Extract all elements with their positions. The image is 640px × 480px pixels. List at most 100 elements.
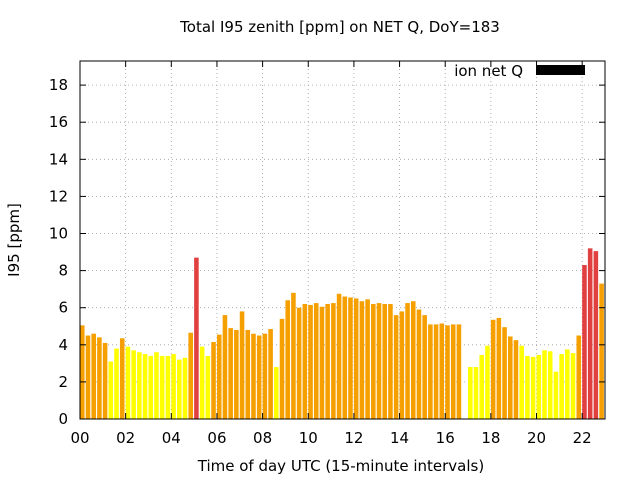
bar <box>365 299 370 419</box>
y-tick-label: 0 <box>58 410 68 428</box>
bar <box>376 303 382 419</box>
bar <box>274 367 279 419</box>
y-tick-label: 16 <box>49 113 68 131</box>
bar <box>399 311 405 419</box>
y-tick-labels: 0 2 4 6 8 10 12 14 16 18 <box>49 76 68 428</box>
bar <box>536 355 542 419</box>
x-tick-label: 20 <box>527 429 546 447</box>
bar <box>171 354 176 419</box>
bar <box>582 265 587 419</box>
bar <box>285 300 290 419</box>
bar <box>325 303 330 419</box>
y-axis-label: I95 [ppm] <box>5 203 23 277</box>
bar <box>336 293 342 419</box>
bar <box>342 296 348 419</box>
bar <box>348 297 353 419</box>
bar <box>308 304 313 419</box>
x-tick-label: 08 <box>253 429 272 447</box>
bar <box>479 355 485 419</box>
bar <box>496 317 502 419</box>
bar <box>108 361 114 419</box>
legend-label: ion net Q <box>454 62 523 80</box>
legend: ion net Q <box>454 62 585 80</box>
bar <box>182 357 188 419</box>
bar <box>547 351 553 419</box>
bar <box>388 303 393 419</box>
y-tick-label: 8 <box>58 262 68 280</box>
bar <box>371 303 376 419</box>
bar <box>450 324 456 419</box>
axis-ticks <box>79 61 605 420</box>
bar <box>599 283 604 419</box>
bar <box>502 327 507 419</box>
x-tick-label: 14 <box>390 429 409 447</box>
bar <box>525 355 530 419</box>
bar <box>239 311 245 419</box>
x-tick-label: 06 <box>207 429 226 447</box>
legend-swatch <box>536 65 585 75</box>
bar <box>245 329 251 419</box>
bar <box>513 340 519 419</box>
bar <box>188 332 193 419</box>
bar <box>428 324 433 419</box>
y-tick-label: 2 <box>58 373 68 391</box>
plot-frame <box>79 60 606 420</box>
bar <box>268 329 273 419</box>
bar <box>439 323 445 419</box>
bar <box>205 355 211 419</box>
bar <box>353 298 359 419</box>
bar <box>331 303 336 419</box>
bar <box>313 303 319 419</box>
bar <box>137 352 142 419</box>
bar <box>410 301 416 419</box>
bar <box>433 324 439 419</box>
bar <box>553 371 559 419</box>
bar <box>85 335 91 419</box>
bar <box>131 350 136 419</box>
bar <box>234 329 239 419</box>
y-tick-label: 18 <box>49 76 68 94</box>
bar <box>570 353 576 419</box>
bar <box>102 342 108 419</box>
x-tick-label: 12 <box>344 429 363 447</box>
bar <box>319 306 325 419</box>
bar <box>279 318 285 419</box>
bar <box>485 345 490 419</box>
x-tick-label: 02 <box>116 429 135 447</box>
bar <box>262 333 268 419</box>
bar <box>587 248 593 419</box>
bar <box>416 309 422 419</box>
bar <box>159 355 165 419</box>
bar <box>382 303 388 419</box>
bar <box>422 315 427 419</box>
bar <box>165 355 171 419</box>
y-tick-label: 12 <box>49 187 68 205</box>
bar <box>154 352 159 419</box>
bar <box>456 324 462 419</box>
bar <box>565 349 570 419</box>
x-tick-label: 18 <box>481 429 500 447</box>
bar <box>576 335 582 419</box>
bar <box>468 367 473 419</box>
bar <box>199 346 205 419</box>
bar <box>222 315 228 419</box>
y-tick-label: 4 <box>58 336 68 354</box>
bar <box>194 257 199 419</box>
bar <box>559 354 564 419</box>
x-tick-label: 22 <box>573 429 592 447</box>
bar <box>228 328 233 419</box>
bar <box>211 342 216 419</box>
bar <box>80 325 85 419</box>
bar <box>393 315 399 419</box>
bar-series <box>80 248 604 419</box>
bar <box>97 337 102 419</box>
bar <box>91 333 96 419</box>
bar <box>216 334 222 419</box>
x-axis-label: Time of day UTC (15-minute intervals) <box>197 457 484 475</box>
x-tick-label: 10 <box>299 429 318 447</box>
bar <box>542 350 547 419</box>
y-tick-label: 14 <box>49 150 68 168</box>
chart-title: Total I95 zenith [ppm] on NET Q, DoY=183 <box>179 18 500 36</box>
y-tick-label: 10 <box>49 225 68 243</box>
bar <box>490 319 496 419</box>
